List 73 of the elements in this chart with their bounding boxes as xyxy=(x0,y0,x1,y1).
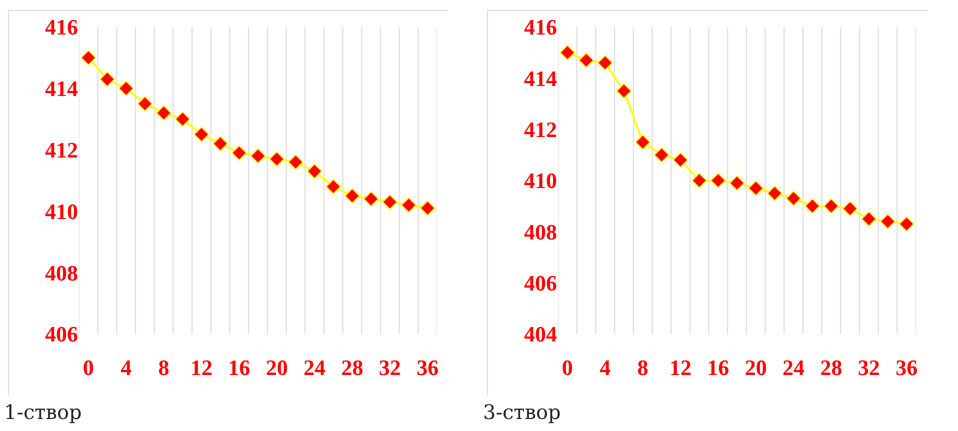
point xyxy=(654,147,670,163)
y-tick-label: 414 xyxy=(45,76,78,102)
point xyxy=(729,175,745,191)
point xyxy=(672,152,688,168)
point xyxy=(616,83,632,99)
point xyxy=(156,105,172,121)
x-tick-label: 32 xyxy=(378,355,401,380)
point xyxy=(420,200,436,216)
point xyxy=(786,190,802,206)
x-tick-label: 28 xyxy=(341,355,364,380)
point xyxy=(194,126,210,142)
y-tick-label: 416 xyxy=(45,14,78,40)
y-tick-label: 408 xyxy=(524,219,557,244)
x-tick-label: 16 xyxy=(228,355,250,380)
x-tick-label: 8 xyxy=(637,355,648,380)
y-tick-label: 412 xyxy=(524,117,557,142)
point xyxy=(344,188,360,204)
y-tick-label: 410 xyxy=(45,198,78,224)
point xyxy=(880,214,896,230)
x-tick-label: 4 xyxy=(600,355,611,380)
point xyxy=(212,136,228,152)
point xyxy=(804,198,820,214)
x-tick-label: 32 xyxy=(858,355,880,380)
x-tick-label: 36 xyxy=(416,355,439,380)
point xyxy=(288,154,304,170)
point xyxy=(710,172,726,188)
point xyxy=(80,50,96,66)
y-tick-label: 406 xyxy=(524,270,557,296)
y-tick-label: 410 xyxy=(524,168,557,194)
x-tick-label: 8 xyxy=(158,355,170,380)
point xyxy=(118,80,134,96)
point xyxy=(382,194,398,210)
x-tick-label: 12 xyxy=(190,355,212,380)
point xyxy=(560,44,576,60)
point xyxy=(578,52,594,68)
point xyxy=(842,200,858,216)
y-tick-label: 414 xyxy=(524,66,557,91)
x-tick-label: 20 xyxy=(744,355,767,380)
x-tick-label: 36 xyxy=(896,355,918,380)
x-tick-label: 4 xyxy=(120,355,132,380)
text: 1-створ xyxy=(4,400,82,424)
point xyxy=(174,111,190,127)
point xyxy=(269,151,284,167)
point xyxy=(232,145,247,161)
point xyxy=(824,198,839,214)
point xyxy=(748,180,764,196)
x-tick-label: 0 xyxy=(82,355,94,380)
x-tick-label: 20 xyxy=(266,355,288,380)
x-tick-label: 12 xyxy=(669,355,692,380)
point xyxy=(692,172,707,188)
x-tick-label: 24 xyxy=(304,355,326,380)
point xyxy=(137,96,153,112)
point xyxy=(861,211,877,227)
x-tick-label: 0 xyxy=(562,355,573,380)
point xyxy=(250,148,266,164)
y-tick-label: 412 xyxy=(45,138,78,162)
y-tick-label: 404 xyxy=(524,322,557,347)
point xyxy=(401,197,416,213)
point xyxy=(100,72,115,87)
point xyxy=(635,134,650,150)
point xyxy=(767,186,782,201)
point xyxy=(306,164,322,179)
x-tick-label: 16 xyxy=(707,355,730,380)
point xyxy=(898,216,914,232)
y-tick-label: 408 xyxy=(45,260,78,286)
text: 3-створ xyxy=(483,400,561,424)
point xyxy=(597,55,613,70)
point xyxy=(363,191,379,207)
y-tick-label: 416 xyxy=(524,14,557,40)
x-tick-label: 28 xyxy=(820,355,842,380)
point xyxy=(326,178,342,194)
y-tick-label: 406 xyxy=(45,322,78,347)
x-tick-label: 24 xyxy=(782,355,805,380)
